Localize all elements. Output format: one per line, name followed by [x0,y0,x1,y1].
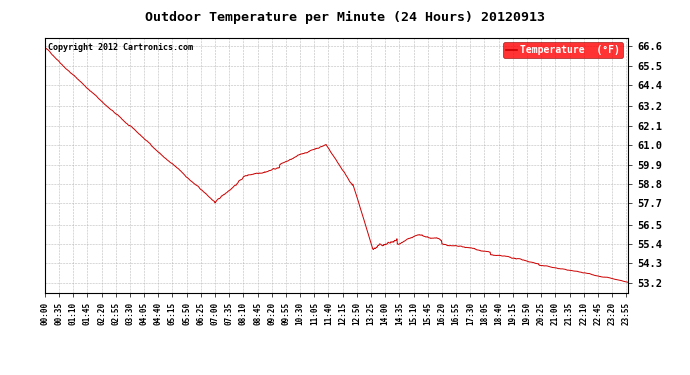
Text: Copyright 2012 Cartronics.com: Copyright 2012 Cartronics.com [48,43,193,52]
Text: Outdoor Temperature per Minute (24 Hours) 20120913: Outdoor Temperature per Minute (24 Hours… [145,11,545,24]
Legend: Temperature  (°F): Temperature (°F) [503,42,623,58]
